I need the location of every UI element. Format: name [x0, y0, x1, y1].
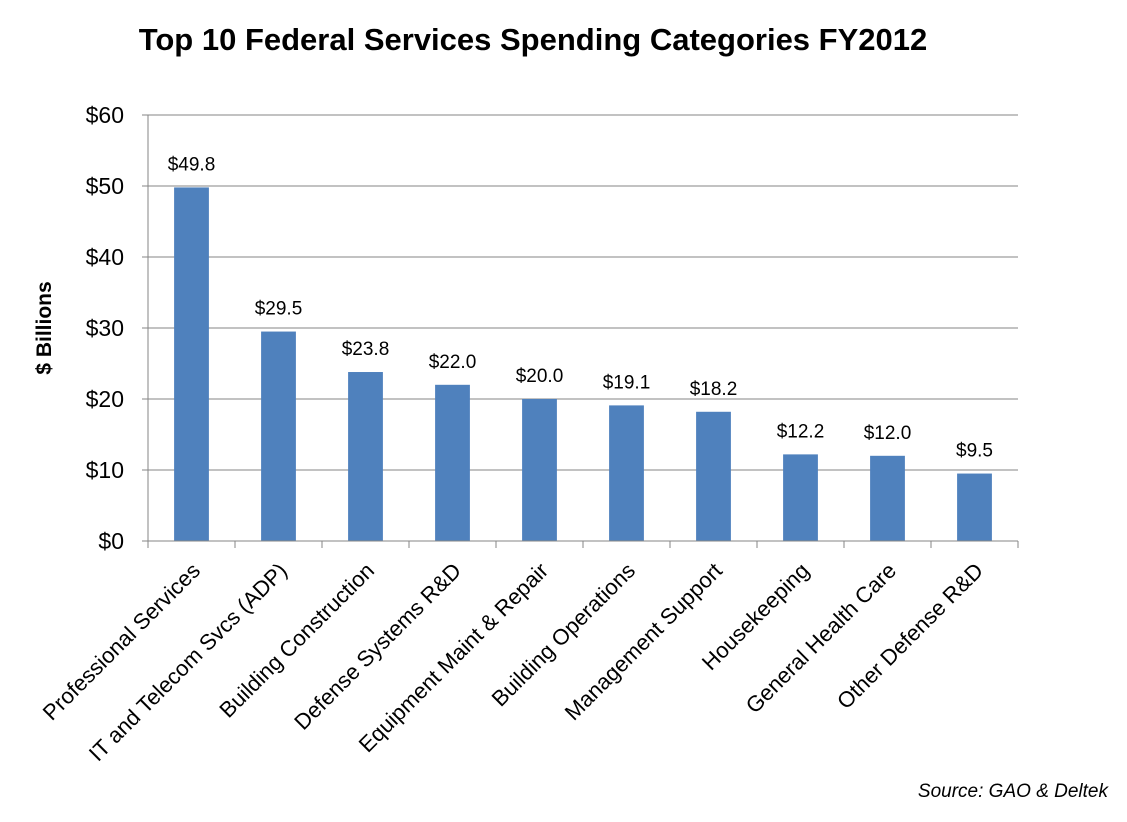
- x-tick-label: Other Defense R&D: [832, 558, 988, 714]
- data-label: $20.0: [516, 366, 564, 387]
- bar: [957, 473, 992, 541]
- x-tick-label: Building Construction: [214, 558, 379, 723]
- x-tick-label: General Health Care: [741, 558, 901, 718]
- bar: [435, 384, 470, 541]
- bar: [783, 454, 818, 541]
- x-tick-label: Professional Services: [38, 558, 205, 725]
- y-tick-label: $50: [86, 173, 124, 199]
- x-tick-label: Management Support: [560, 558, 727, 725]
- data-label: $9.5: [956, 441, 993, 462]
- y-tick-label: $40: [86, 244, 124, 270]
- source-note: Source: GAO & Deltek: [918, 781, 1110, 802]
- bar: [348, 372, 383, 541]
- data-label: $19.1: [603, 372, 651, 393]
- bar: [174, 187, 209, 542]
- data-label: $29.5: [255, 299, 303, 320]
- data-label: $18.2: [690, 379, 738, 400]
- bar: [522, 399, 557, 541]
- y-axis-ticks: $0 $10 $20 $30 $40 $50 $60: [86, 102, 148, 554]
- y-tick-label: $30: [86, 315, 124, 341]
- y-tick-label: $10: [86, 457, 124, 483]
- bar: [870, 455, 905, 541]
- y-tick-label: $60: [86, 102, 124, 128]
- x-tick-label: Defense Systems R&D: [289, 558, 466, 735]
- data-label: $22.0: [429, 352, 477, 373]
- data-label: $23.8: [342, 339, 390, 360]
- bars: [174, 187, 992, 542]
- x-tick-label: Building Operations: [487, 558, 640, 711]
- bar: [261, 331, 296, 541]
- y-tick-label: $0: [98, 528, 124, 554]
- bar: [609, 405, 644, 541]
- data-label: $49.8: [168, 154, 216, 175]
- chart-title: Top 10 Federal Services Spending Categor…: [139, 22, 928, 57]
- data-labels: $49.8 $29.5 $23.8 $22.0 $20.0 $19.1 $18.2 $12.2…: [168, 154, 993, 461]
- y-axis-label: $ Billions: [33, 281, 56, 374]
- bar: [696, 411, 731, 541]
- data-label: $12.0: [864, 423, 912, 444]
- y-tick-label: $20: [86, 386, 124, 412]
- data-label: $12.2: [777, 421, 825, 442]
